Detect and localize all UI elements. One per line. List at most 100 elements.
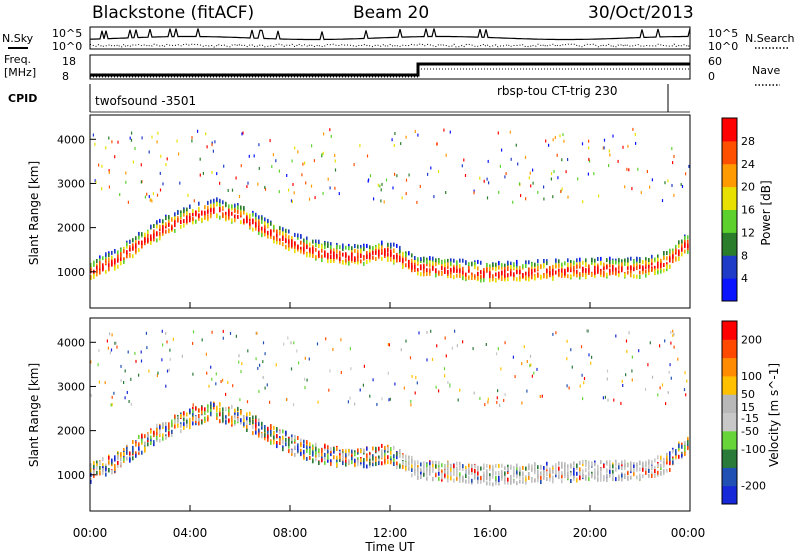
echo-cell	[99, 255, 101, 260]
echo-cell	[330, 245, 332, 250]
echo-cell	[631, 378, 633, 382]
echo-cell	[513, 274, 515, 279]
echo-cell	[495, 463, 497, 468]
echo-cell	[609, 263, 611, 268]
echo-cell	[216, 202, 218, 207]
echo-cell	[459, 478, 461, 483]
echo-cell	[324, 245, 326, 250]
echo-cell	[597, 269, 599, 274]
velocity-colorbar-label: Velocity [m s^-1]	[767, 363, 781, 467]
colorbar-tick-label: 50	[741, 388, 755, 401]
echo-cell	[261, 425, 263, 430]
echo-cell	[243, 207, 245, 212]
echo-cell	[90, 360, 92, 364]
echo-cell	[483, 271, 485, 276]
echo-cell	[303, 449, 305, 454]
echo-cell	[282, 435, 284, 440]
echo-cell	[462, 276, 464, 281]
echo-cell	[129, 253, 131, 258]
echo-cell	[684, 236, 686, 241]
echo-cell	[276, 441, 278, 445]
echo-cell	[258, 389, 260, 393]
echo-cell	[135, 248, 137, 253]
echo-cell	[324, 456, 326, 461]
echo-cell	[516, 259, 518, 264]
echo-cell	[396, 455, 398, 460]
echo-cell	[276, 234, 278, 239]
nsky-trace	[89, 28, 691, 41]
echo-cell	[637, 167, 639, 171]
colorbar-segment	[722, 118, 737, 142]
echo-cell	[273, 440, 275, 445]
echo-cell	[618, 258, 620, 263]
echo-cell	[342, 456, 344, 461]
echo-cell	[435, 385, 437, 389]
echo-cell	[294, 437, 296, 442]
echo-cell	[156, 193, 159, 197]
echo-cell	[420, 266, 422, 271]
echo-cell	[141, 232, 143, 237]
echo-cell	[240, 418, 242, 423]
echo-cell	[673, 155, 675, 158]
echo-cell	[174, 218, 176, 222]
echo-cell	[110, 348, 113, 352]
echo-cell	[330, 459, 332, 464]
echo-cell	[529, 364, 531, 368]
echo-cell	[426, 268, 428, 273]
echo-cell	[660, 463, 662, 468]
echo-cell	[568, 386, 570, 390]
echo-cell	[363, 261, 365, 266]
echo-cell	[642, 260, 644, 265]
echo-cell	[105, 252, 107, 257]
echo-cell	[675, 244, 677, 249]
y-tick-label: 2000	[57, 222, 85, 235]
date-title: 30/Oct/2013	[588, 3, 694, 23]
echo-cell	[501, 463, 503, 468]
echo-cell	[339, 455, 341, 460]
echo-cell	[369, 245, 371, 250]
echo-cell	[222, 329, 224, 333]
echo-cell	[648, 258, 650, 262]
echo-cell	[207, 404, 209, 409]
echo-cell	[303, 238, 305, 243]
echo-cell	[211, 141, 213, 145]
echo-cell	[657, 470, 659, 475]
echo-cell	[255, 426, 257, 431]
echo-cell	[264, 232, 266, 237]
echo-cell	[480, 278, 482, 283]
echo-cell	[474, 473, 476, 477]
echo-cell	[336, 455, 338, 460]
echo-cell	[159, 218, 161, 223]
echo-cell	[156, 435, 158, 440]
echo-cell	[453, 464, 455, 469]
echo-cell	[228, 408, 230, 413]
echo-cell	[108, 253, 110, 257]
echo-cell	[294, 241, 296, 246]
echo-cell	[126, 456, 128, 461]
echo-cell	[129, 451, 131, 456]
echo-cell	[150, 437, 152, 442]
echo-cell	[456, 469, 458, 474]
echo-cell	[402, 465, 404, 469]
y-tick-label: 1000	[57, 266, 85, 279]
echo-cell	[300, 240, 302, 245]
echo-cell	[204, 417, 206, 421]
echo-cell	[123, 457, 125, 462]
echo-cell	[570, 463, 572, 468]
echo-cell	[483, 478, 485, 483]
echo-cell	[359, 388, 361, 392]
echo-cell	[438, 460, 440, 465]
echo-cell	[114, 249, 116, 254]
echo-cell	[162, 433, 164, 438]
echo-cell	[636, 263, 638, 268]
echo-cell	[627, 463, 629, 468]
echo-cell	[521, 362, 523, 366]
echo-cell	[171, 433, 173, 437]
echo-cell	[129, 239, 131, 244]
echo-cell	[426, 467, 428, 472]
echo-cell	[516, 466, 518, 471]
echo-cell	[360, 448, 362, 453]
echo-cell	[303, 444, 305, 448]
echo-cell	[183, 422, 185, 427]
echo-cell	[441, 271, 443, 276]
